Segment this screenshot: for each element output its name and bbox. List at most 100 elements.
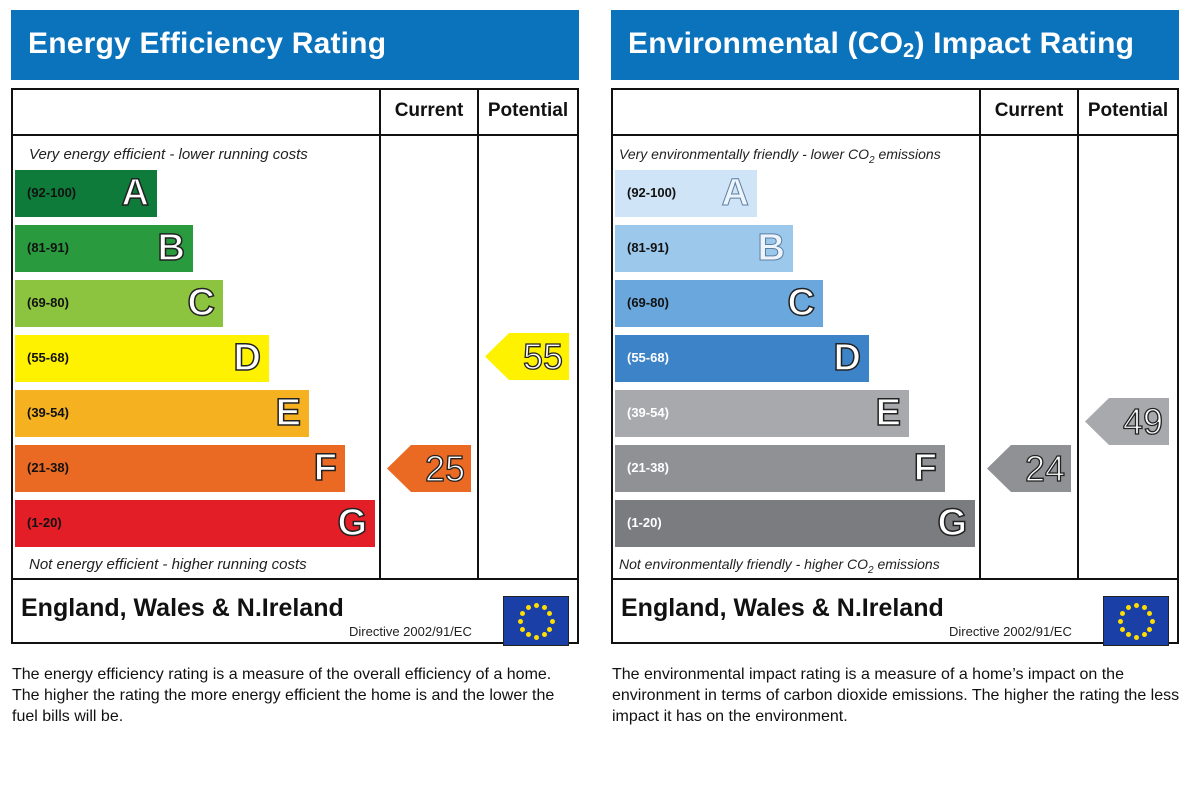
band-c: (69-80) C [615, 280, 823, 327]
region-label: England, Wales & N.Ireland [621, 594, 944, 622]
band-letter: C [787, 282, 816, 324]
band-range-label: (92-100) [627, 185, 677, 200]
band-letter: F [313, 447, 338, 489]
potential-rating-arrow: 55 [485, 333, 569, 380]
band-d: (55-68) D [15, 335, 269, 382]
environmental-chart-frame: Current Potential Very environmentally f… [611, 88, 1179, 646]
band-range-label: (69-80) [27, 295, 69, 310]
environmental-description: The environmental impact rating is a mea… [612, 666, 1180, 725]
bottom-note: Not environmentally friendly - higher CO… [619, 556, 940, 576]
band-range-label: (39-54) [627, 405, 669, 420]
flag-star [525, 604, 531, 610]
eu-flag-icon [503, 596, 569, 646]
flag-star [1149, 618, 1155, 624]
band-c: (69-80) C [15, 280, 223, 327]
divider [477, 90, 479, 580]
current-rating-arrow: 24 [987, 445, 1071, 492]
band-letter: C [187, 282, 216, 324]
divider [979, 90, 981, 580]
band-g: (1-20) G [615, 500, 975, 547]
band-e: (39-54) E [15, 390, 309, 437]
energy-chart-frame: Current Potential Very energy efficient … [11, 88, 579, 646]
flag-star [1119, 626, 1125, 632]
flag-star [547, 626, 553, 632]
potential-rating-value: 49 [1122, 401, 1163, 442]
band-letter: B [157, 227, 186, 269]
energy-description: The energy efficiency rating is a measur… [12, 666, 555, 725]
band-f: (21-38) F [15, 445, 345, 492]
flag-star [1125, 604, 1131, 610]
flag-star [547, 610, 553, 616]
directive-label: Directive 2002/91/EC [349, 624, 472, 639]
flag-star [541, 632, 547, 638]
band-letter: A [721, 172, 749, 214]
band-letter: D [833, 337, 862, 379]
band-f: (21-38) F [615, 445, 945, 492]
band-d: (55-68) D [615, 335, 869, 382]
flag-star [549, 618, 555, 624]
current-rating-value: 25 [424, 448, 465, 489]
energy-title: Energy Efficiency Rating [28, 27, 387, 60]
flag-star [1133, 634, 1139, 640]
band-range-label: (55-68) [27, 350, 69, 365]
environmental-impact-panel: Environmental (CO2) Impact Rating Curren… [611, 10, 1179, 646]
band-letter: E [275, 392, 302, 434]
band-b: (81-91) B [15, 225, 193, 272]
band-range-label: (21-38) [627, 460, 669, 475]
flag-star [533, 634, 539, 640]
flag-star [519, 626, 525, 632]
divider [1077, 90, 1079, 580]
directive-label: Directive 2002/91/EC [949, 624, 1072, 639]
potential-column-header: Potential [1087, 100, 1169, 121]
flag-star [1141, 632, 1147, 638]
flag-star [1133, 602, 1139, 608]
bottom-note: Not energy efficient - higher running co… [29, 556, 307, 573]
divider [613, 578, 1177, 580]
band-range-label: (69-80) [627, 295, 669, 310]
flag-star [533, 602, 539, 608]
divider [379, 90, 381, 580]
band-a: (92-100) A [615, 170, 757, 217]
current-rating-value: 24 [1024, 448, 1065, 489]
flag-star [1119, 610, 1125, 616]
band-range-label: (81-91) [627, 240, 669, 255]
band-b: (81-91) B [615, 225, 793, 272]
flag-star [1147, 626, 1153, 632]
band-g: (1-20) G [15, 500, 375, 547]
band-letter: A [121, 172, 150, 214]
energy-header: Energy Efficiency Rating [11, 10, 579, 80]
flag-star [1125, 632, 1131, 638]
band-range-label: (92-100) [27, 185, 77, 200]
band-letter: F [913, 447, 938, 489]
current-rating-arrow: 25 [387, 445, 471, 492]
band-e: (39-54) E [615, 390, 909, 437]
band-range-label: (21-38) [27, 460, 69, 475]
top-note: Very environmentally friendly - lower CO… [619, 146, 941, 166]
potential-rating-value: 55 [522, 336, 563, 377]
band-letter: G [937, 502, 968, 544]
flag-star [519, 610, 525, 616]
current-column-header: Current [994, 100, 1064, 121]
environmental-title: Environmental (CO2) Impact Rating [628, 27, 1135, 62]
environmental-header: Environmental (CO2) Impact Rating [611, 10, 1179, 80]
region-label: England, Wales & N.Ireland [21, 594, 344, 622]
band-range-label: (1-20) [627, 515, 662, 530]
divider [13, 134, 577, 136]
band-range-label: (39-54) [27, 405, 69, 420]
flag-star [1147, 610, 1153, 616]
flag-star [541, 604, 547, 610]
divider [13, 578, 577, 580]
eu-flag-icon [1103, 596, 1169, 646]
top-note: Very energy efficient - lower running co… [29, 146, 308, 163]
divider [613, 134, 1177, 136]
band-range-label: (81-91) [27, 240, 69, 255]
band-a: (92-100) A [15, 170, 157, 217]
band-range-label: (1-20) [27, 515, 62, 530]
band-letter: B [757, 227, 785, 269]
band-letter: G [337, 502, 368, 544]
energy-efficiency-panel: Energy Efficiency Rating Current Potenti… [11, 10, 579, 646]
band-letter: E [875, 392, 902, 434]
current-column-header: Current [394, 100, 464, 121]
flag-star [1141, 604, 1147, 610]
potential-rating-arrow: 49 [1085, 398, 1169, 445]
